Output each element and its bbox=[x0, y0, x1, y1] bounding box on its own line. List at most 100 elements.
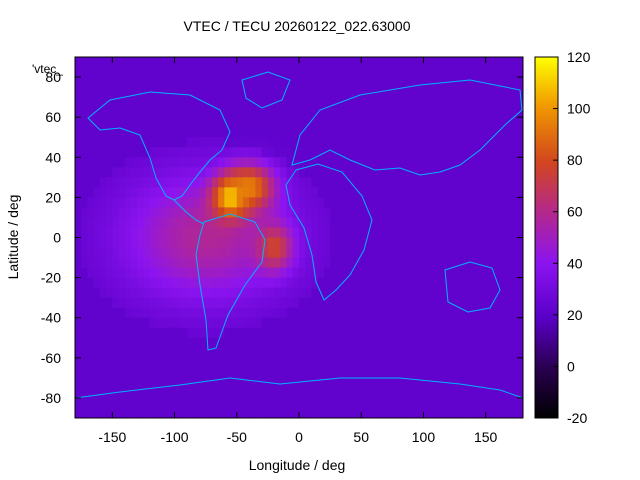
heatmap-cell bbox=[379, 327, 387, 339]
heatmap-cell bbox=[423, 67, 431, 78]
heatmap-cell bbox=[404, 67, 412, 78]
heatmap-cell bbox=[498, 297, 505, 309]
heatmap-cell bbox=[504, 237, 512, 249]
heatmap-cell bbox=[498, 247, 505, 259]
heatmap-cell bbox=[429, 277, 437, 289]
heatmap-cell bbox=[112, 247, 120, 259]
heatmap-cell bbox=[75, 297, 82, 309]
heatmap-cell bbox=[267, 157, 275, 168]
heatmap-cell bbox=[379, 197, 387, 209]
heatmap-cell bbox=[255, 117, 263, 128]
heatmap-cell bbox=[224, 317, 232, 329]
heatmap-cell bbox=[292, 147, 300, 158]
heatmap-cell bbox=[435, 157, 443, 168]
heatmap-cell bbox=[429, 287, 437, 299]
heatmap-cell bbox=[404, 337, 412, 349]
heatmap-cell bbox=[454, 247, 462, 259]
heatmap-cell bbox=[491, 227, 499, 239]
heatmap-cell bbox=[504, 327, 512, 339]
heatmap-cell bbox=[112, 397, 120, 409]
heatmap-cell bbox=[236, 67, 244, 78]
heatmap-cell bbox=[398, 177, 406, 188]
heatmap-cell bbox=[491, 157, 499, 168]
heatmap-cell bbox=[479, 167, 487, 178]
heatmap-cell bbox=[230, 207, 238, 219]
heatmap-cell bbox=[211, 107, 219, 118]
heatmap-cell bbox=[149, 177, 157, 188]
heatmap-cell bbox=[348, 367, 356, 379]
coastlines bbox=[75, 71, 523, 399]
heatmap-cell bbox=[367, 157, 375, 168]
heatmap-cell bbox=[292, 347, 300, 359]
heatmap-cell bbox=[162, 297, 169, 309]
heatmap-cell bbox=[373, 157, 381, 168]
heatmap-cell bbox=[211, 297, 219, 309]
heatmap-cell bbox=[243, 137, 250, 148]
heatmap-cell bbox=[286, 387, 294, 399]
heatmap-cell bbox=[93, 407, 101, 418]
heatmap-cell bbox=[398, 67, 406, 78]
heatmap-cell bbox=[224, 327, 232, 339]
heatmap-cell bbox=[267, 297, 275, 309]
heatmap-cell bbox=[342, 187, 350, 198]
heatmap-cell bbox=[336, 247, 344, 259]
heatmap-cell bbox=[81, 347, 89, 359]
heatmap-cell bbox=[404, 227, 412, 239]
heatmap-cell bbox=[261, 387, 269, 399]
heatmap-cell bbox=[218, 387, 225, 399]
heatmap-cell bbox=[137, 227, 145, 239]
heatmap-cell bbox=[355, 397, 362, 409]
heatmap-cell bbox=[516, 257, 523, 269]
heatmap-cell bbox=[317, 357, 325, 369]
heatmap-cell bbox=[454, 287, 462, 299]
heatmap-cell bbox=[379, 307, 387, 319]
heatmap-cell bbox=[417, 87, 425, 98]
heatmap-cell bbox=[118, 87, 126, 98]
heatmap-cell bbox=[280, 407, 288, 418]
heatmap-cell bbox=[404, 97, 412, 108]
heatmap-cell bbox=[75, 107, 82, 118]
heatmap-cell bbox=[143, 197, 151, 209]
heatmap-cell bbox=[87, 247, 95, 259]
heatmap-cell bbox=[423, 257, 431, 269]
heatmap-cell bbox=[99, 337, 107, 349]
heatmap-cell bbox=[155, 277, 163, 289]
colorbar-tick-label: 20 bbox=[567, 307, 583, 323]
heatmap-cell bbox=[149, 167, 157, 178]
heatmap-cell bbox=[323, 397, 331, 409]
heatmap-cell bbox=[392, 397, 400, 409]
heatmap-cell bbox=[323, 247, 331, 259]
heatmap-cell bbox=[286, 187, 294, 198]
heatmap-cell bbox=[211, 267, 219, 279]
heatmap-cell bbox=[516, 77, 523, 88]
heatmap-cell bbox=[311, 97, 319, 108]
heatmap-cell bbox=[317, 347, 325, 359]
heatmap-cell bbox=[205, 307, 213, 319]
heatmap-cell bbox=[137, 187, 145, 198]
heatmap-cell bbox=[155, 377, 163, 389]
heatmap-cell bbox=[99, 107, 107, 118]
heatmap-cell bbox=[311, 157, 319, 168]
heatmap-cell bbox=[460, 77, 468, 88]
heatmap-cell bbox=[417, 387, 425, 399]
heatmap-cell bbox=[373, 117, 381, 128]
heatmap-cell bbox=[99, 307, 107, 319]
heatmap-cell bbox=[81, 117, 89, 128]
heatmap-cell bbox=[286, 207, 294, 219]
heatmap-cell bbox=[106, 197, 113, 209]
heatmap-cell bbox=[417, 307, 425, 319]
heatmap-cell bbox=[423, 167, 431, 178]
heatmap-cell bbox=[336, 67, 344, 78]
heatmap-cell bbox=[442, 117, 449, 128]
heatmap-cell bbox=[280, 87, 288, 98]
heatmap-cell bbox=[143, 227, 151, 239]
heatmap-cell bbox=[174, 147, 182, 158]
heatmap-cell bbox=[118, 197, 126, 209]
heatmap-cell bbox=[373, 107, 381, 118]
heatmap-cell bbox=[137, 97, 145, 108]
heatmap-cell bbox=[168, 277, 176, 289]
heatmap-cell bbox=[330, 377, 337, 389]
heatmap-cell bbox=[230, 267, 238, 279]
heatmap-cell bbox=[137, 167, 145, 178]
